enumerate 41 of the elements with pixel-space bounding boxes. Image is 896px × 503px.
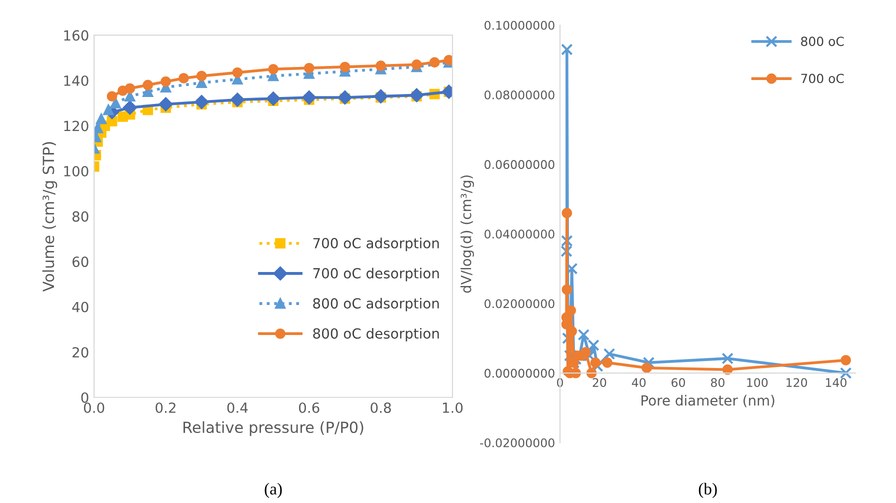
y-tick-label: 0.04000000 [484, 230, 554, 239]
x-tick-label: 80 [710, 378, 724, 388]
y-tick-label: 80 [72, 211, 88, 222]
x-tick-label: 20 [592, 378, 606, 388]
x-axis-title: Pore diameter (nm) [642, 394, 774, 408]
x-tick-label: 0.2 [156, 402, 176, 413]
y-axis-title: Volume (cm³/g STP) [42, 142, 58, 292]
y-tick-label: 120 [64, 120, 88, 132]
legend-label: 800 oC [801, 36, 844, 46]
x-tick-label: 120 [786, 378, 808, 388]
y-tick-label: 40 [72, 302, 88, 312]
y-tick-label: 0.00000000 [484, 368, 554, 378]
y-tick-label: 140 [64, 75, 88, 86]
y-tick-label: 0.06000000 [484, 160, 554, 169]
y-tick-label: 0.08000000 [484, 90, 554, 100]
y-tick-label: 60 [72, 256, 88, 268]
y-tick-label: -0.02000000 [480, 438, 554, 448]
x-tick-label: 0.8 [370, 402, 391, 413]
x-tick-label: 40 [632, 378, 646, 388]
text: (b) [698, 482, 717, 498]
x-tick-label: 0.6 [298, 402, 320, 413]
x-tick-label: 60 [672, 378, 685, 388]
x-axis-title: Relative pressure (P/P0) [184, 421, 364, 436]
legend-label: 700 oC adsorption [313, 238, 439, 252]
x-tick-label: 1.0 [442, 402, 463, 413]
text: (a) [264, 482, 282, 498]
y-axis-title: dV/log(d) (cm³/g) [460, 175, 474, 293]
legend-label: 800 oC adsorption [313, 298, 439, 312]
y-tick-label: 160 [64, 30, 88, 41]
y-tick-label: 0.02000000 [484, 299, 554, 308]
x-tick-label: 0.0 [84, 402, 104, 413]
y-tick-label: 100 [64, 166, 88, 176]
legend-label: 800 oC desorption [313, 328, 439, 342]
legend-label: 700 oC [801, 74, 844, 84]
y-tick-label: 20 [72, 347, 88, 358]
y-tick-label: 0 [81, 392, 88, 403]
y-tick-label: 0.10000000 [484, 20, 554, 30]
x-tick-label: 100 [747, 378, 768, 388]
x-tick-label: 140 [826, 378, 846, 388]
x-tick-label: 0.4 [227, 402, 248, 413]
legend-label: 700 oC desorption [313, 268, 439, 282]
